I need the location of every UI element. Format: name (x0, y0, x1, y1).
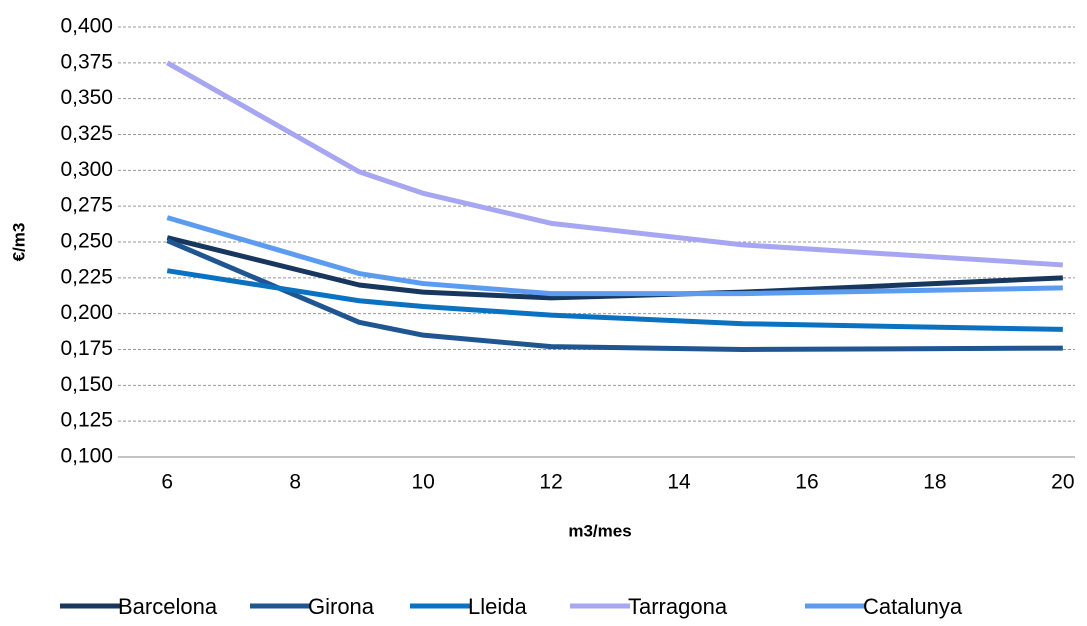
x-tick-label: 20 (1051, 471, 1074, 494)
y-tick-label: 0,275 (60, 194, 113, 217)
y-tick-label: 0,100 (60, 445, 113, 468)
series-line (166, 215, 1063, 297)
x-tick-label: 10 (411, 471, 434, 494)
x-tick-label: 12 (539, 471, 562, 494)
x-tick-label: 8 (289, 471, 301, 494)
x-tick-label: 18 (923, 471, 946, 494)
y-axis-title: €/m3 (9, 223, 28, 262)
y-tick-label: 0,400 (60, 15, 113, 38)
legend-label: Tarragona (628, 594, 728, 619)
x-tick-label: 6 (161, 471, 173, 494)
y-tick-label: 0,375 (60, 50, 113, 73)
series-line (166, 60, 1064, 268)
legend-label: Girona (308, 594, 375, 619)
y-tick-label: 0,200 (60, 301, 113, 324)
y-tick-label: 0,250 (60, 230, 113, 253)
y-tick-label: 0,300 (60, 158, 113, 181)
y-tick-label: 0,225 (60, 265, 113, 288)
y-tick-label: 0,125 (60, 409, 113, 432)
x-tick-label: 16 (795, 471, 818, 494)
series-line (166, 235, 1063, 301)
y-tick-label: 0,350 (60, 86, 113, 109)
y-tick-label: 0,150 (60, 373, 113, 396)
legend-label: Barcelona (118, 594, 218, 619)
y-tick-label: 0,175 (60, 337, 113, 360)
x-axis-title: m3/mes (568, 521, 631, 540)
legend-label: Catalunya (863, 594, 963, 619)
series-line (166, 238, 1063, 352)
series-line (166, 268, 1063, 332)
y-tick-label: 0,325 (60, 122, 113, 145)
legend-label: Lleida (468, 594, 527, 619)
x-tick-label: 14 (667, 471, 691, 494)
